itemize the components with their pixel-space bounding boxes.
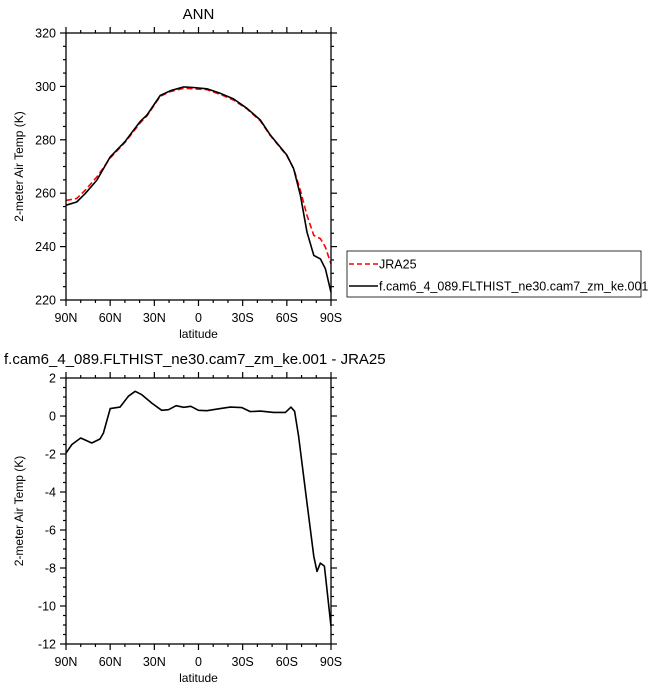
y-tick-label: -8 xyxy=(45,562,56,576)
y-tick-label: 220 xyxy=(35,294,56,308)
x-axis-label: latitude xyxy=(179,327,218,341)
x-tick-label: 30N xyxy=(143,311,166,325)
chart-title: f.cam6_4_089.FLTHIST_ne30.cam7_zm_ke.001… xyxy=(4,351,386,368)
x-tick-label: 60N xyxy=(99,655,122,669)
y-tick-label: 280 xyxy=(35,133,56,147)
x-tick-label: 0 xyxy=(195,655,202,669)
x-tick-label: 60S xyxy=(276,311,298,325)
y-tick-label: 2 xyxy=(49,372,56,386)
x-tick-label: 60N xyxy=(99,311,122,325)
y-tick-label: 300 xyxy=(35,80,56,94)
chart-title: ANN xyxy=(183,6,215,23)
y-axis-label: 2-meter Air Temp (K) xyxy=(12,456,26,566)
x-tick-label: 30N xyxy=(143,655,166,669)
y-tick-label: 0 xyxy=(49,410,56,424)
y-tick-label: -12 xyxy=(38,638,56,652)
y-tick-label: -2 xyxy=(45,448,56,462)
plot-frame xyxy=(65,32,332,301)
legend-box xyxy=(346,250,642,298)
x-tick-label: 90S xyxy=(320,311,342,325)
y-tick-label: -10 xyxy=(38,600,56,614)
bottom-panel-difference: f.cam6_4_089.FLTHIST_ne30.cam7_zm_ke.001… xyxy=(4,351,386,685)
y-axis-label: 2-meter Air Temp (K) xyxy=(12,111,26,221)
x-axis-label: latitude xyxy=(179,671,218,685)
legend-label: JRA25 xyxy=(379,258,417,272)
series-line-1 xyxy=(65,86,332,293)
x-tick-label: 60S xyxy=(276,655,298,669)
top-panel-ann: ANN 90N 60N 30N 0 30S 60S 90S 220 240 260 280 300 320… xyxy=(12,6,342,341)
y-tick-label: 240 xyxy=(35,240,56,254)
x-tick-label: 30S xyxy=(232,311,254,325)
series-line-0 xyxy=(65,87,332,265)
x-tick-label: 30S xyxy=(232,655,254,669)
x-tick-label: 0 xyxy=(195,311,202,325)
y-tick-label: -6 xyxy=(45,524,56,538)
x-tick-label: 90S xyxy=(320,655,342,669)
x-tick-label: 90N xyxy=(55,311,78,325)
plot-frame xyxy=(65,377,332,645)
y-tick-label: 260 xyxy=(35,187,56,201)
y-tick-label: 320 xyxy=(35,27,56,41)
x-tick-label: 90N xyxy=(55,655,78,669)
legend: JRA25 f.cam6_4_089.FLTHIST_ne30.cam7_zm_k… xyxy=(346,250,648,298)
y-tick-label: -4 xyxy=(45,486,56,500)
legend-label: f.cam6_4_089.FLTHIST_ne30.cam7_zm_ke.001 xyxy=(379,280,648,294)
difference-line xyxy=(65,390,332,627)
